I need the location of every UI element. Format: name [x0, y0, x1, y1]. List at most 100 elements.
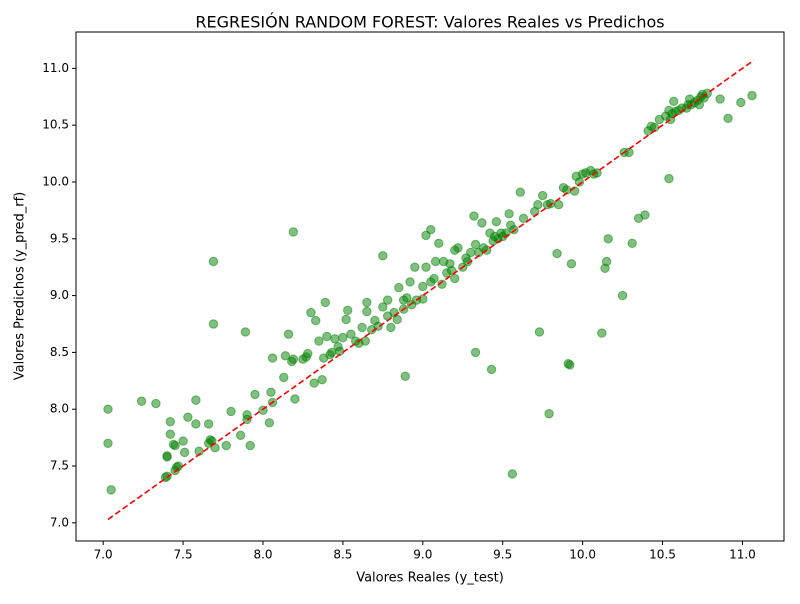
point	[664, 173, 674, 184]
point	[208, 256, 219, 267]
y-tick-label: 7.0	[50, 515, 69, 529]
point	[566, 259, 577, 269]
point	[378, 302, 388, 312]
point	[240, 327, 251, 337]
y-tick-label: 8.0	[50, 402, 69, 416]
point	[362, 306, 372, 317]
x-tick-label: 7.0	[94, 548, 113, 562]
point	[429, 273, 439, 284]
point	[179, 447, 190, 458]
point	[430, 256, 441, 267]
y-axis-label: Valores Predichos (y_pred_rf)	[13, 192, 28, 380]
point	[314, 336, 324, 346]
x-tick-label: 7.5	[174, 548, 193, 562]
point	[410, 262, 420, 272]
point	[434, 238, 444, 249]
point	[509, 224, 519, 235]
point	[103, 438, 113, 448]
point	[303, 348, 313, 359]
point	[386, 322, 396, 333]
point	[242, 414, 252, 425]
point	[362, 297, 372, 308]
point	[170, 440, 180, 451]
point	[592, 168, 602, 178]
y-tick-label: 8.5	[50, 345, 69, 359]
point	[477, 218, 487, 228]
point	[533, 199, 543, 210]
point	[515, 187, 525, 197]
point	[357, 322, 367, 333]
point	[470, 239, 481, 250]
point	[221, 440, 231, 451]
point	[311, 315, 321, 326]
point	[151, 398, 161, 409]
point	[306, 307, 316, 318]
point	[747, 90, 757, 101]
point	[486, 364, 497, 375]
point	[165, 417, 175, 427]
point	[421, 262, 431, 272]
point	[267, 353, 278, 363]
point	[627, 238, 637, 249]
x-tick-label: 11.0	[729, 548, 756, 562]
point	[106, 485, 116, 495]
point	[226, 406, 236, 417]
point	[250, 389, 260, 400]
point	[504, 209, 514, 219]
point	[491, 217, 502, 227]
point	[208, 319, 219, 329]
point	[466, 247, 476, 258]
point	[624, 147, 634, 158]
point	[346, 329, 356, 339]
y-tick-label: 11.0	[42, 61, 69, 75]
point	[320, 297, 331, 308]
point	[330, 334, 340, 344]
point	[103, 404, 113, 414]
point	[537, 190, 548, 201]
point	[280, 351, 291, 361]
point	[378, 251, 388, 261]
point	[178, 436, 188, 446]
point	[322, 331, 332, 342]
point	[715, 94, 725, 104]
point	[400, 371, 410, 381]
point	[245, 440, 255, 451]
point	[574, 177, 585, 187]
plot-frame	[75, 31, 785, 542]
point	[360, 336, 370, 346]
point	[338, 332, 348, 343]
point	[553, 199, 564, 210]
point	[162, 471, 172, 481]
point	[165, 429, 175, 439]
y-tick-label: 7.5	[50, 459, 69, 473]
point	[544, 409, 554, 419]
point	[418, 294, 428, 304]
point	[723, 113, 733, 124]
point	[317, 374, 327, 385]
point	[235, 430, 246, 441]
point	[309, 378, 319, 388]
point	[518, 213, 529, 224]
point	[266, 387, 276, 397]
point	[450, 273, 460, 284]
point	[736, 97, 746, 108]
point	[597, 328, 607, 338]
point	[470, 347, 481, 358]
point	[552, 248, 562, 259]
point	[534, 327, 545, 337]
point	[183, 412, 193, 422]
point	[136, 396, 147, 406]
x-tick-label: 10.0	[569, 548, 596, 562]
point	[342, 305, 353, 316]
point	[191, 395, 201, 405]
point	[279, 372, 289, 383]
point	[203, 419, 214, 429]
point	[507, 469, 518, 479]
point	[283, 329, 294, 339]
x-tick-label: 10.5	[649, 548, 676, 562]
point	[288, 227, 299, 237]
point	[469, 211, 479, 221]
chart-title: REGRESIÓN RANDOM FOREST: Valores Reales …	[195, 13, 664, 32]
y-tick-label: 10.0	[42, 174, 69, 188]
